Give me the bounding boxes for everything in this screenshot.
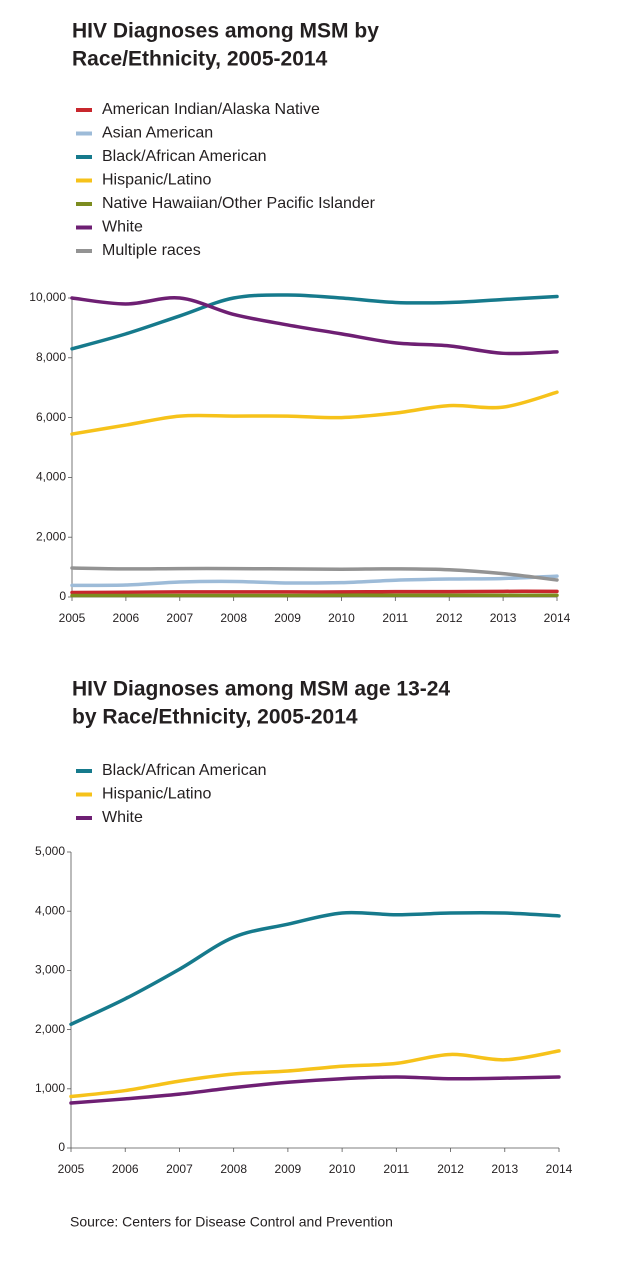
y-tick-label: 0 (58, 1140, 65, 1154)
series-line (69, 1075, 561, 1105)
y-tick-label: 2,000 (35, 1022, 65, 1036)
y-tick-label: 3,000 (35, 963, 65, 977)
x-tick-label: 2006 (113, 611, 140, 625)
y-tick-label: 6,000 (36, 410, 66, 424)
x-tick-label: 2007 (166, 1162, 193, 1176)
x-tick-label: 2005 (58, 1162, 85, 1176)
x-tick-label: 2011 (383, 1162, 409, 1176)
x-tick-label: 2012 (436, 611, 463, 625)
y-tick-label: 5,000 (35, 844, 65, 858)
x-tick-label: 2005 (59, 611, 86, 625)
series-line (70, 566, 559, 582)
series-line (70, 589, 559, 595)
chart-title: Race/Ethnicity, 2005-2014 (72, 48, 328, 71)
x-tick-label: 2009 (275, 1162, 302, 1176)
legend-label: American Indian/Alaska Native (102, 101, 320, 118)
x-tick-label: 2013 (491, 1162, 518, 1176)
chart-title: by Race/Ethnicity, 2005-2014 (72, 706, 358, 729)
legend-label: Black/African American (102, 148, 267, 165)
legend-label: Black/African American (102, 762, 267, 779)
legend-label: Multiple races (102, 242, 201, 259)
legend-label: Asian American (102, 125, 213, 142)
x-tick-label: 2013 (490, 611, 517, 625)
legend-label: Hispanic/Latino (102, 786, 212, 803)
chart-title: HIV Diagnoses among MSM age 13-24 (72, 678, 450, 701)
legend-label: Hispanic/Latino (102, 172, 212, 189)
x-tick-label: 2014 (546, 1162, 573, 1176)
x-tick-label: 2009 (274, 611, 301, 625)
x-tick-label: 2011 (382, 611, 408, 625)
x-tick-label: 2008 (220, 1162, 247, 1176)
y-tick-label: 10,000 (29, 290, 66, 304)
y-tick-label: 0 (59, 589, 66, 603)
x-tick-label: 2008 (220, 611, 247, 625)
legend-label: Native Hawaiian/Other Pacific Islander (102, 195, 376, 212)
source: Source: Centers for Disease Control and … (70, 1214, 393, 1230)
series-line (70, 296, 559, 356)
y-tick-label: 4,000 (36, 470, 66, 484)
legend-label: White (102, 809, 143, 826)
x-tick-label: 2007 (166, 611, 193, 625)
x-tick-label: 2010 (328, 611, 355, 625)
x-tick-label: 2010 (329, 1162, 356, 1176)
y-tick-label: 4,000 (35, 903, 65, 917)
series-line (70, 390, 559, 436)
y-tick-label: 8,000 (36, 350, 66, 364)
y-tick-label: 2,000 (36, 529, 66, 543)
x-tick-label: 2012 (437, 1162, 464, 1176)
x-tick-label: 2006 (112, 1162, 139, 1176)
series-line (70, 574, 559, 588)
series-line (69, 910, 561, 1027)
x-tick-label: 2014 (544, 611, 571, 625)
legend-label: White (102, 219, 143, 236)
series-line (70, 293, 559, 351)
y-tick-label: 1,000 (35, 1081, 65, 1095)
series-line (69, 1049, 561, 1099)
chart-title: HIV Diagnoses among MSM by (72, 20, 379, 43)
